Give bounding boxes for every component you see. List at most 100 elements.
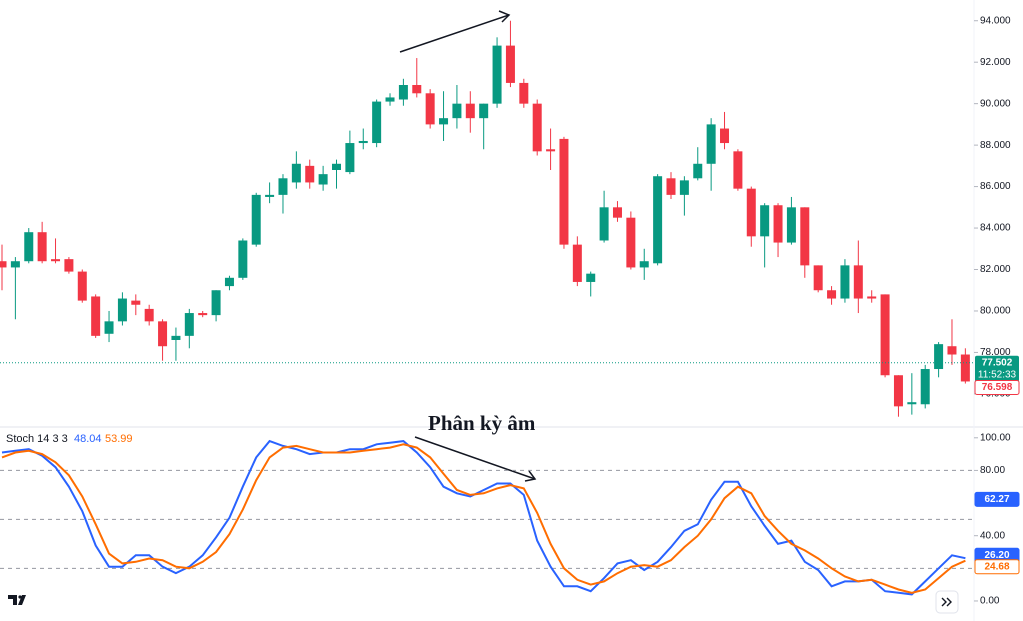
legend-value: 48.04 xyxy=(74,433,102,445)
y-tick-label: 80.000 xyxy=(980,306,1011,317)
divergence-arrow-stoch xyxy=(414,436,537,482)
candle-body xyxy=(666,178,676,195)
candle-body xyxy=(867,296,877,299)
candle-body xyxy=(746,188,756,237)
candle-body xyxy=(720,128,730,144)
candle-body xyxy=(184,313,194,336)
candle-body xyxy=(653,176,663,264)
candle-body xyxy=(827,290,837,299)
price-badge xyxy=(974,559,1020,575)
price-badge-label: 77.502 xyxy=(982,357,1013,368)
candle-body xyxy=(117,298,127,322)
stoch-line xyxy=(1,443,966,594)
annotation: Phân kỳ âm xyxy=(428,411,536,435)
candle-body xyxy=(385,97,395,102)
price-badge xyxy=(974,380,1020,396)
candle-body xyxy=(372,101,382,144)
candle-body xyxy=(358,140,368,144)
candle-body xyxy=(479,103,489,119)
price-badge-label: 26.20 xyxy=(984,550,1009,561)
candle-body xyxy=(465,103,475,119)
candle-body xyxy=(265,194,275,197)
candle-body xyxy=(639,261,649,268)
candle-body xyxy=(64,259,74,272)
candle-body xyxy=(559,138,569,245)
candle-body xyxy=(893,375,903,407)
candle-body xyxy=(960,354,970,382)
candle-body xyxy=(37,232,47,262)
candle-body xyxy=(291,163,301,183)
y-tick-label: 92.000 xyxy=(980,57,1011,68)
price-badge xyxy=(975,355,1019,382)
candle-body xyxy=(398,85,408,100)
candle-body xyxy=(332,163,341,170)
y-tick-label: 100.00 xyxy=(980,432,1011,443)
candle-body xyxy=(345,143,355,173)
candle-body xyxy=(586,273,596,282)
candle-body xyxy=(626,217,636,268)
candle-body xyxy=(238,240,248,278)
price-badge-label: 76.598 xyxy=(982,382,1013,393)
candle-body xyxy=(144,308,154,322)
candle-body xyxy=(198,313,208,316)
candle-body xyxy=(91,296,101,336)
candle-body xyxy=(171,335,181,340)
y-tick-label: 0.00 xyxy=(980,596,1000,607)
price-badge xyxy=(974,491,1020,507)
candle-body xyxy=(706,124,716,164)
candle-body xyxy=(813,265,823,291)
candle-body xyxy=(773,205,783,243)
candle-body xyxy=(612,207,622,218)
candle-body xyxy=(907,402,917,405)
candle-body xyxy=(853,265,863,299)
y-tick-label: 90.000 xyxy=(980,98,1011,109)
candle-body xyxy=(224,277,234,287)
candle-body xyxy=(412,85,422,94)
candle-body xyxy=(519,82,529,104)
candle-body xyxy=(572,244,582,282)
divergence-arrow-price xyxy=(399,10,511,53)
scroll-button[interactable] xyxy=(935,590,959,614)
candle-body xyxy=(158,321,168,347)
candle-body xyxy=(920,369,930,405)
y-tick-label: 80.00 xyxy=(980,465,1005,476)
price-badge-label: 62.27 xyxy=(984,494,1009,505)
y-tick-label: 82.000 xyxy=(980,264,1011,275)
candle-body xyxy=(211,290,221,316)
candle-body xyxy=(733,151,743,189)
candle-body xyxy=(77,271,87,301)
candle-body xyxy=(425,93,435,125)
indicator-title: Stoch 14 3 3 xyxy=(6,433,68,445)
y-tick-label: 94.000 xyxy=(980,15,1011,26)
countdown: 11:52:33 xyxy=(978,369,1017,380)
y-tick-label: 40.00 xyxy=(980,530,1005,541)
candle-body xyxy=(532,103,542,152)
candle-body xyxy=(0,261,7,268)
y-tick-label: 88.000 xyxy=(980,140,1011,151)
price-badge-label: 24.68 xyxy=(984,561,1009,572)
candle-body xyxy=(880,294,890,376)
candle-body xyxy=(318,174,328,185)
logo xyxy=(8,595,26,605)
candle-body xyxy=(760,205,770,237)
candle-body xyxy=(305,165,315,183)
candle-body xyxy=(104,321,114,334)
candle-body xyxy=(251,194,261,245)
candle-body xyxy=(439,118,449,125)
candle-body xyxy=(10,261,20,268)
candle-body xyxy=(24,232,34,262)
candle-body xyxy=(51,259,61,262)
candle-body xyxy=(693,163,703,179)
y-tick-label: 84.000 xyxy=(980,223,1011,234)
y-tick-label: 78.000 xyxy=(980,347,1011,358)
candle-body xyxy=(599,207,609,241)
candle-body xyxy=(452,103,462,119)
candle-body xyxy=(131,300,141,305)
candle-body xyxy=(934,344,944,370)
y-tick-label: 86.000 xyxy=(980,181,1011,192)
stoch-line xyxy=(1,439,966,596)
candle-body xyxy=(278,178,288,195)
candle-body xyxy=(679,180,689,195)
